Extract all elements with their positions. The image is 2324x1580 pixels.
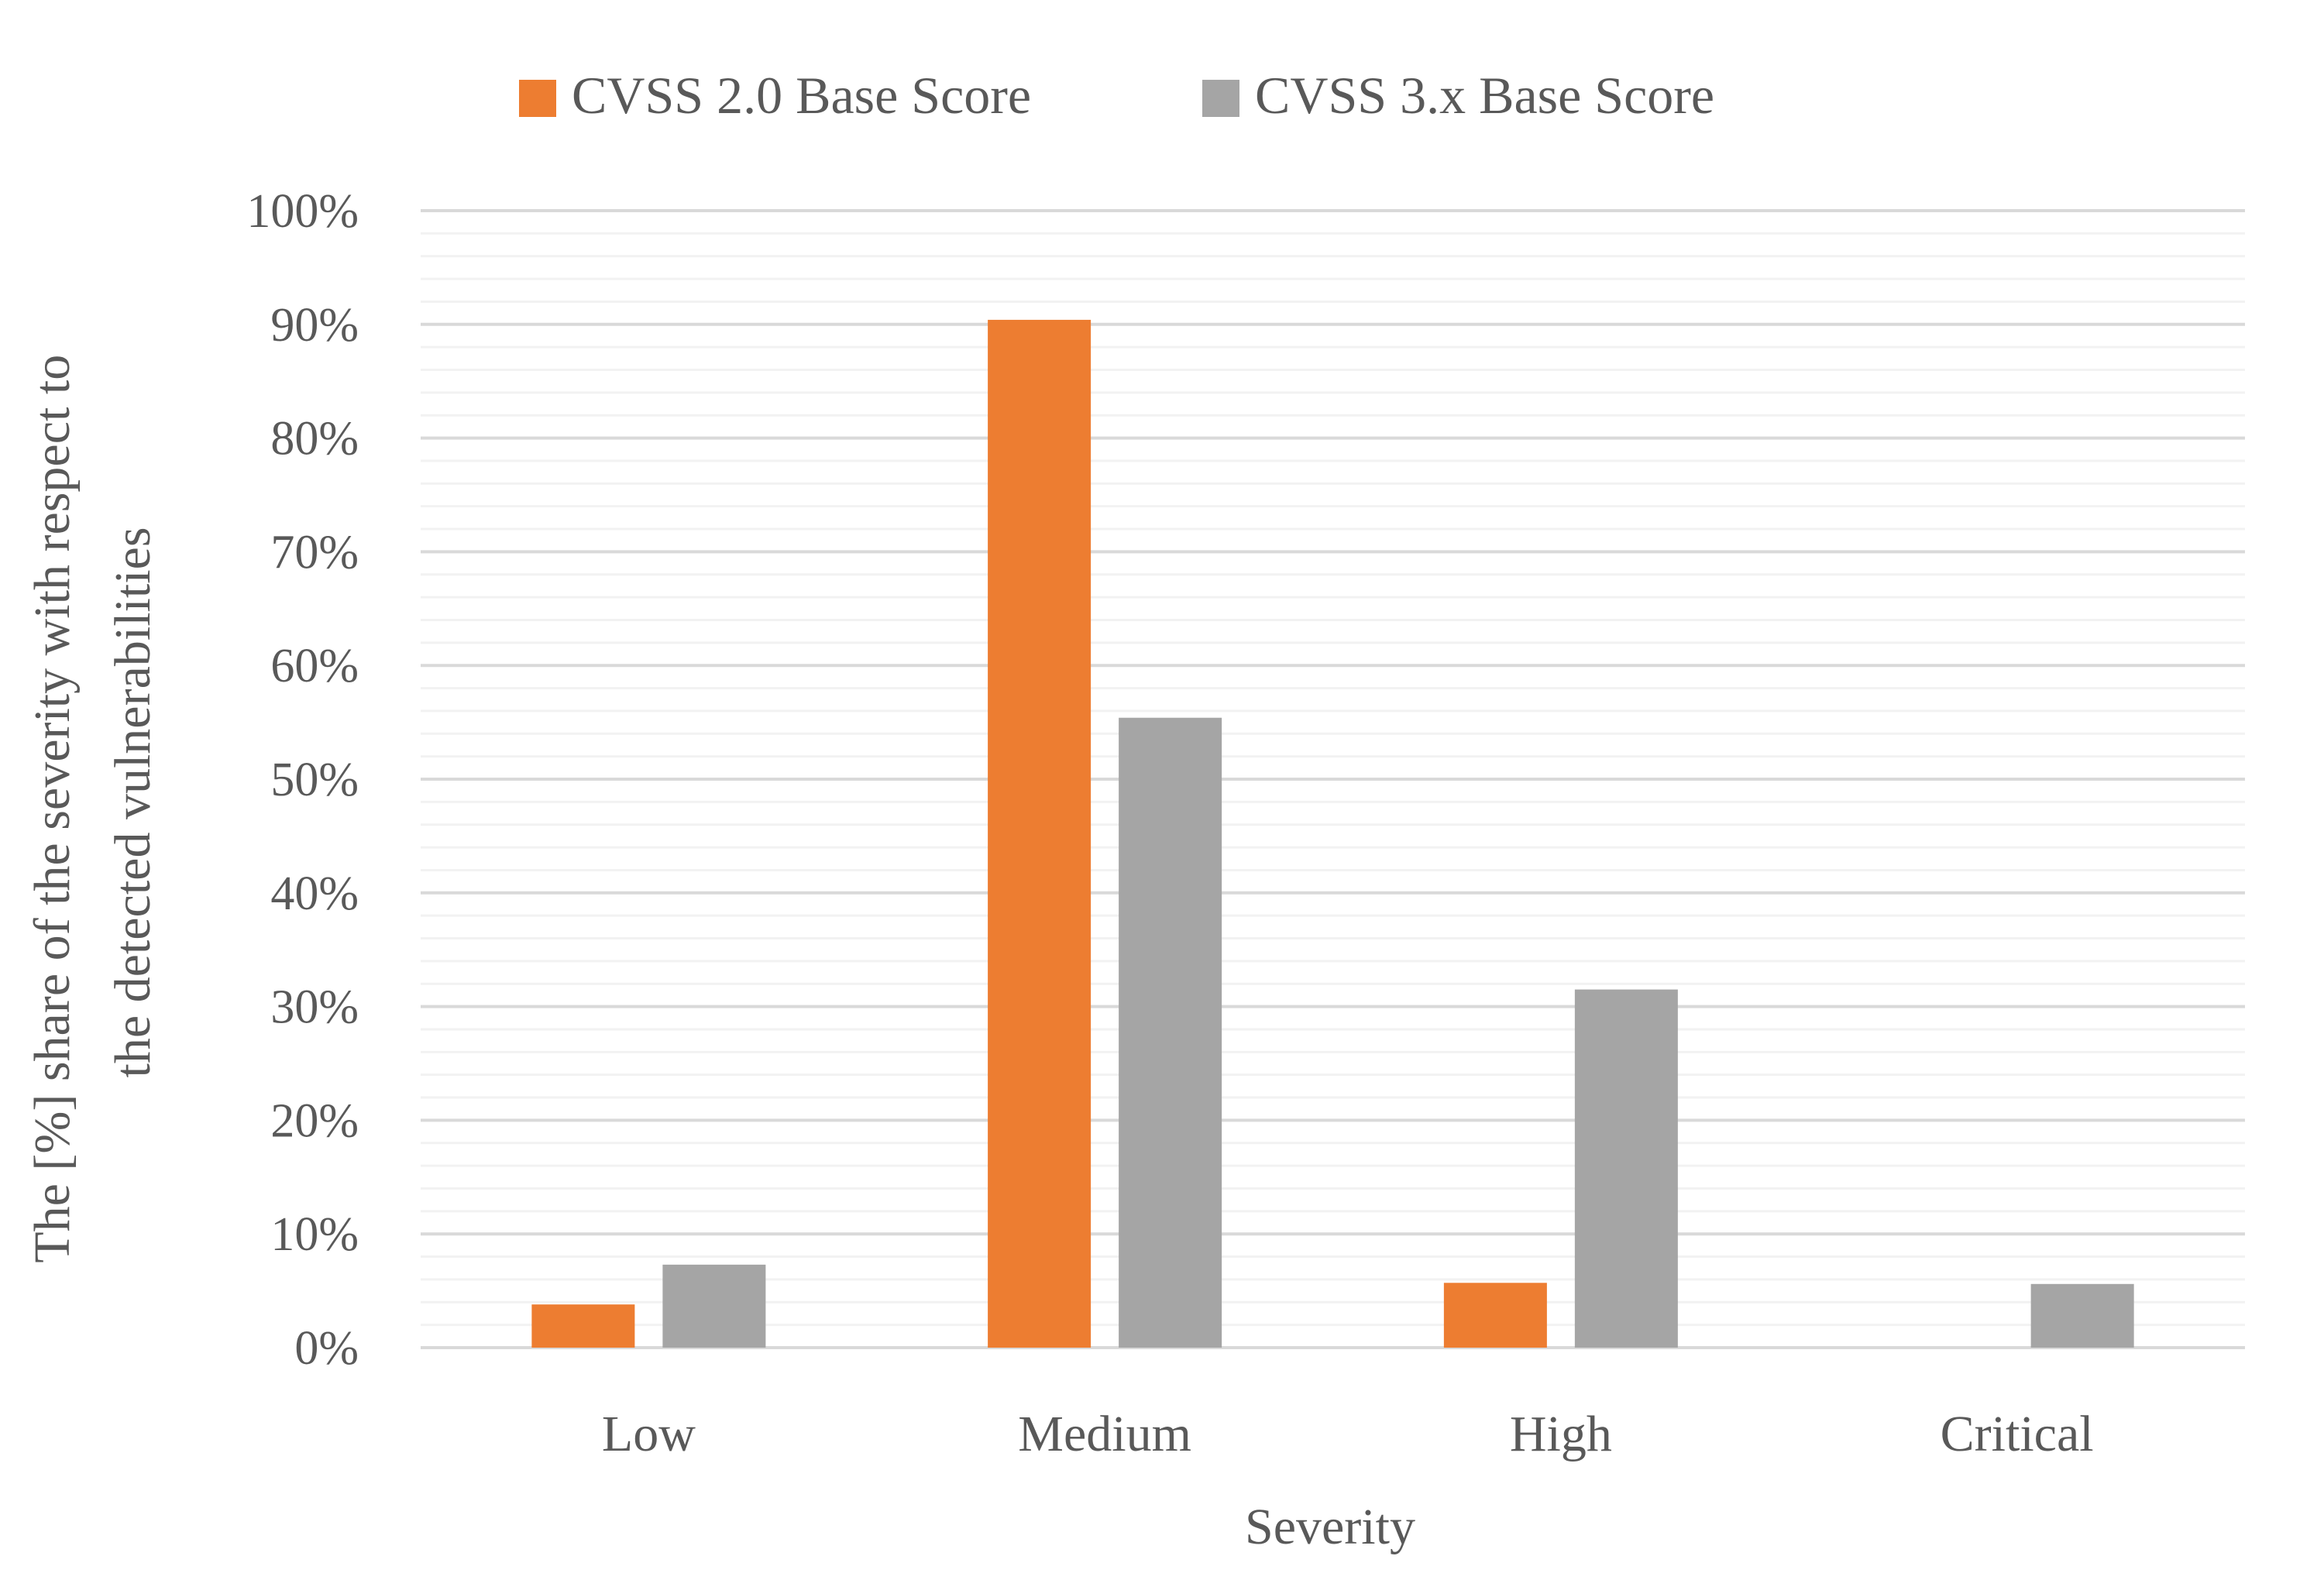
y-tick-label: 70%	[270, 526, 359, 579]
x-category-label-medium: Medium	[1018, 1406, 1191, 1462]
bar-low-series-2	[662, 1264, 766, 1348]
y-tick-label: 40%	[270, 867, 359, 920]
bar-medium-series-1	[988, 319, 1092, 1348]
legend-label-cvss3: CVSS 3.x Base Score	[1255, 66, 1714, 125]
bars	[531, 319, 2134, 1348]
x-axis-title: Severity	[1245, 1499, 1415, 1555]
y-axis-title-line-1: The [%] share of the severity with respe…	[24, 355, 81, 1263]
x-category-label-critical: Critical	[1941, 1406, 2094, 1462]
y-tick-label: 30%	[270, 981, 359, 1034]
y-tick-label: 20%	[270, 1094, 359, 1147]
y-axis-title: The [%] share of the severity with respe…	[24, 342, 161, 1262]
y-tick-label: 60%	[270, 640, 359, 692]
y-tick-label: 80%	[270, 413, 359, 465]
bar-low-series-1	[531, 1304, 635, 1348]
y-tick-label: 10%	[270, 1208, 359, 1261]
y-axis-title-line-2: the detected vulnerabilities	[105, 527, 161, 1077]
legend: CVSS 2.0 Base Score CVSS 3.x Base Score	[519, 66, 1714, 125]
bar-high-series-2	[1574, 989, 1678, 1348]
x-category-label-high: High	[1510, 1406, 1612, 1462]
y-tick-label: 90%	[270, 299, 359, 352]
gridlines	[421, 209, 2245, 1349]
x-category-label-low: Low	[602, 1406, 696, 1462]
legend-swatch-cvss3	[1202, 80, 1239, 117]
y-tick-label: 100%	[246, 185, 359, 238]
y-axis-ticks: 0% 10% 20% 30% 40% 50% 60% 70% 80% 90% 100%	[246, 185, 359, 1375]
y-tick-label: 0%	[294, 1322, 359, 1375]
x-axis-categories: Low Medium High Critical	[602, 1406, 2094, 1462]
legend-label-cvss2: CVSS 2.0 Base Score	[572, 66, 1031, 125]
legend-swatch-cvss2	[519, 80, 556, 117]
bar-medium-series-2	[1119, 717, 1222, 1348]
bar-high-series-1	[1443, 1283, 1547, 1348]
bar-critical-series-2	[2030, 1283, 2134, 1348]
y-tick-label: 50%	[270, 754, 359, 806]
